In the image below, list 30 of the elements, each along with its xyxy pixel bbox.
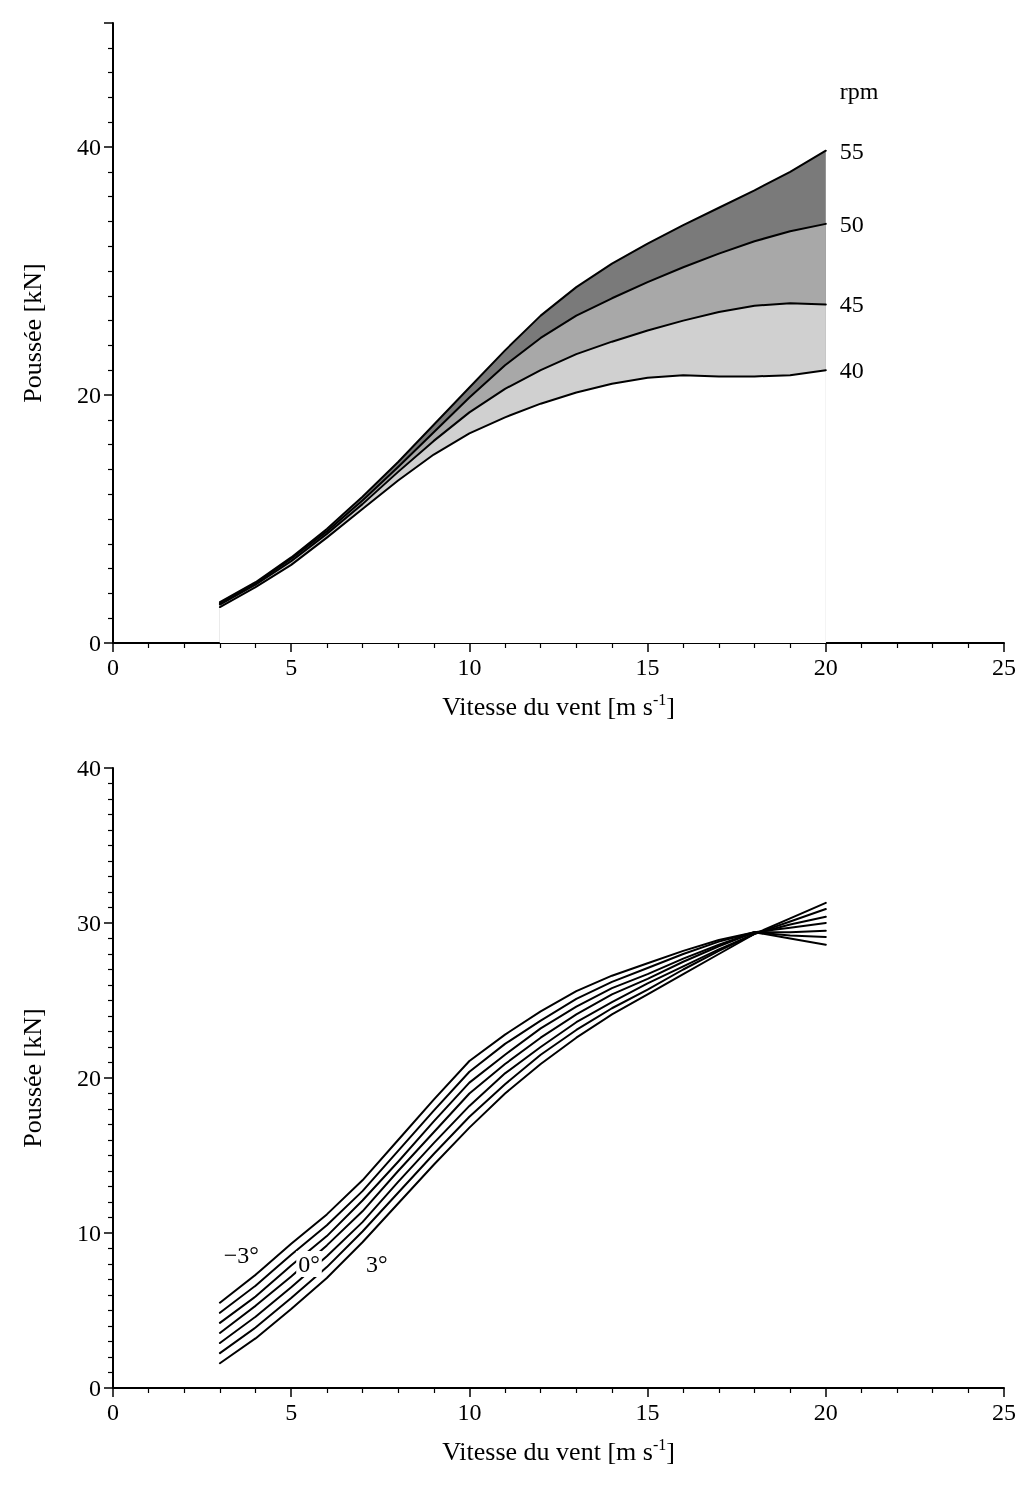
series-label: 40 xyxy=(839,357,864,384)
series-label: 45 xyxy=(839,291,864,318)
x-tick-label: 10 xyxy=(457,654,482,680)
y-axis-title: Poussée [kN] xyxy=(17,1008,47,1148)
series-label: 50 xyxy=(839,210,864,237)
series-label: 55 xyxy=(839,137,864,164)
y-tick-label: 40 xyxy=(77,755,101,781)
y-tick-label: 20 xyxy=(77,382,101,408)
x-tick-label: 20 xyxy=(813,1399,838,1425)
y-axis-title: Poussée [kN] xyxy=(17,263,47,403)
x-tick-label: 10 xyxy=(457,1399,482,1425)
y-tick-label: 0 xyxy=(89,630,101,656)
x-tick-label: 0 xyxy=(107,1399,119,1425)
annotation: 3° xyxy=(365,1251,388,1277)
x-tick-label: 5 xyxy=(285,1399,298,1425)
x-tick-label: 25 xyxy=(992,654,1016,680)
x-tick-label: 15 xyxy=(635,1399,660,1425)
y-tick-label: 0 xyxy=(89,1375,101,1401)
x-tick-label: 15 xyxy=(635,654,660,680)
y-tick-label: 10 xyxy=(77,1220,101,1246)
x-tick-label: 25 xyxy=(992,1399,1016,1425)
annotation: 0° xyxy=(298,1251,320,1277)
legend-title: rpm xyxy=(839,77,879,104)
y-tick-label: 20 xyxy=(77,1065,101,1091)
x-tick-label: 20 xyxy=(813,654,838,680)
y-tick-label: 30 xyxy=(77,910,101,936)
x-tick-label: 0 xyxy=(107,654,119,680)
x-tick-label: 5 xyxy=(285,654,298,680)
annotation: −3° xyxy=(223,1241,259,1268)
y-tick-label: 40 xyxy=(77,134,101,160)
